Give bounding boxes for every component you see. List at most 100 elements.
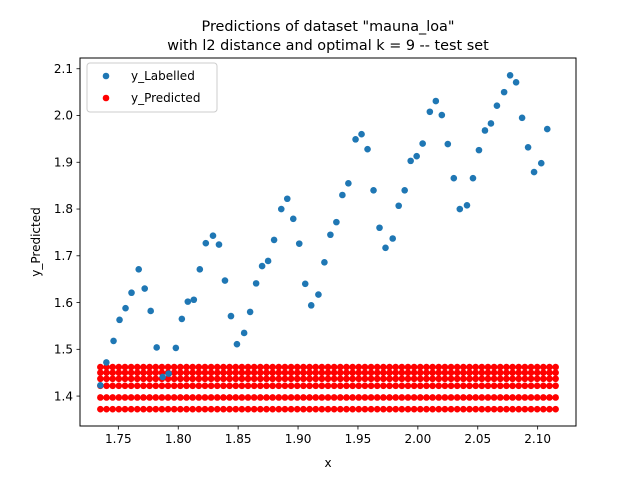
predicted-point (293, 405, 301, 413)
predicted-point (521, 382, 529, 390)
predicted-point (380, 405, 387, 413)
predicted-point (115, 363, 123, 371)
predicted-point (121, 375, 129, 383)
predicted-point (416, 405, 424, 413)
predicted-point (349, 394, 356, 401)
predicted-point (453, 375, 461, 383)
predicted-point (472, 382, 479, 390)
predicted-point (133, 375, 141, 383)
labelled-point (358, 130, 365, 138)
predicted-point (441, 375, 449, 383)
predicted-point (521, 394, 529, 401)
predicted-point (515, 394, 523, 401)
legend-marker-y-predicted (102, 94, 110, 102)
predicted-point (380, 382, 387, 390)
predicted-point (466, 363, 473, 371)
predicted-point (398, 405, 406, 413)
predicted-point (312, 394, 320, 401)
predicted-point (386, 363, 393, 371)
predicted-point (189, 375, 196, 383)
predicted-point (484, 382, 492, 390)
predicted-point (250, 405, 258, 413)
labelled-point (432, 97, 440, 105)
predicted-point (244, 369, 252, 376)
predicted-point (478, 394, 486, 401)
predicted-point (189, 363, 196, 371)
predicted-point (250, 394, 258, 401)
predicted-point (349, 405, 356, 413)
predicted-point (460, 369, 467, 376)
labelled-point (370, 187, 377, 194)
predicted-point (127, 363, 135, 371)
predicted-point (183, 394, 190, 401)
predicted-point (121, 382, 129, 390)
predicted-point (275, 375, 283, 383)
predicted-point (232, 375, 240, 383)
predicted-point (441, 382, 449, 390)
predicted-point (152, 363, 160, 371)
predicted-point (318, 375, 326, 383)
predicted-point (189, 369, 196, 376)
predicted-point (496, 382, 504, 390)
predicted-point (386, 382, 393, 390)
labelled-series (97, 72, 551, 389)
predicted-point (133, 405, 141, 413)
predicted-point (232, 405, 240, 413)
predicted-point (115, 369, 123, 376)
predicted-point (410, 363, 418, 371)
predicted-point (453, 382, 461, 390)
y-tick-label: 2.0 (54, 109, 73, 123)
labelled-point (333, 218, 340, 226)
predicted-point (429, 363, 436, 371)
predicted-point (435, 363, 443, 371)
predicted-point (423, 363, 430, 371)
predicted-point (195, 369, 203, 376)
predicted-point (263, 363, 270, 371)
predicted-point (496, 369, 504, 376)
predicted-point (337, 369, 344, 376)
predicted-point (287, 405, 295, 413)
predicted-point (398, 382, 406, 390)
labelled-point (463, 201, 471, 209)
predicted-point (281, 394, 289, 401)
predicted-point (453, 369, 461, 376)
labelled-point (382, 244, 389, 252)
predicted-point (552, 382, 559, 390)
predicted-point (312, 405, 320, 413)
predicted-point (515, 375, 523, 383)
predicted-point (306, 382, 313, 390)
predicted-point (207, 405, 215, 413)
predicted-point (287, 375, 295, 383)
predicted-point (318, 363, 326, 371)
labelled-point (438, 111, 446, 119)
predicted-point (392, 375, 399, 383)
predicted-point (398, 375, 406, 383)
predicted-point (361, 363, 369, 371)
predicted-point (177, 382, 184, 390)
predicted-point (429, 382, 436, 390)
predicted-point (423, 382, 430, 390)
predicted-point (293, 363, 301, 371)
predicted-point (312, 375, 320, 383)
predicted-point (447, 369, 455, 376)
predicted-point (466, 369, 473, 376)
predicted-point (447, 363, 455, 371)
predicted-point (453, 405, 461, 413)
predicted-point (213, 382, 221, 390)
labelled-point (315, 291, 322, 298)
predicted-point (140, 382, 147, 390)
labelled-point (153, 344, 160, 351)
predicted-point (226, 382, 233, 390)
predicted-point (423, 405, 430, 413)
legend: y_Labelled y_Predicted (86, 62, 218, 113)
predicted-point (478, 382, 486, 390)
predicted-point (343, 375, 350, 383)
predicted-point (533, 405, 541, 413)
predicted-point (164, 405, 172, 413)
labelled-point (444, 140, 452, 148)
predicted-point (423, 394, 430, 401)
predicted-point (330, 405, 338, 413)
predicted-point (164, 375, 172, 383)
predicted-point (330, 363, 338, 371)
predicted-point (472, 394, 479, 401)
